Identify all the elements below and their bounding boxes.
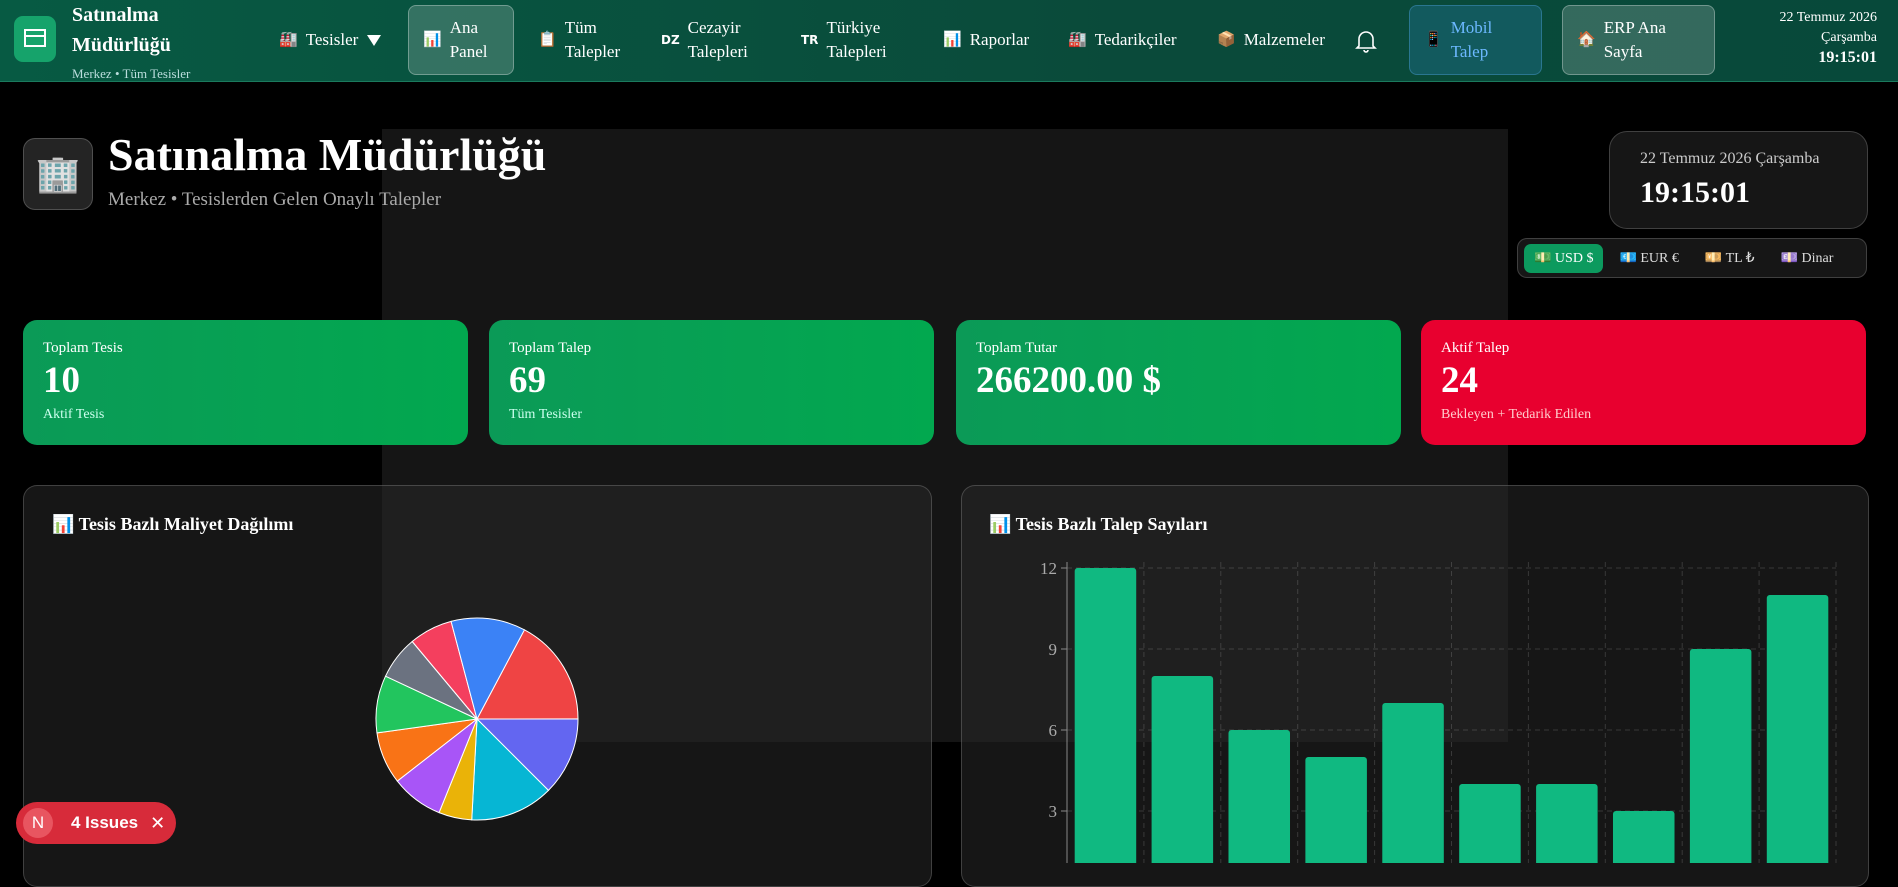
bar	[1689, 649, 1752, 863]
stat-value: 69	[509, 360, 546, 401]
bar	[1459, 784, 1521, 863]
currency-button[interactable]: 💵 USD $	[1524, 243, 1604, 273]
bar	[1612, 811, 1675, 863]
header-icon: 🏢	[23, 138, 93, 210]
label: Tedarikçiler	[1094, 30, 1177, 49]
close[interactable]: ✕	[150, 812, 166, 833]
nav-item[interactable]: 🏠 ERP Ana Sayfa	[1562, 5, 1715, 75]
issues-label: 4 Issues	[71, 813, 139, 832]
time: 19:15:01	[1818, 49, 1877, 66]
stat-card: Toplam Tutar 266200.00 $	[956, 320, 1401, 445]
nav-item[interactable]: 📊 Raporlar	[943, 5, 1029, 75]
label: Türkiye Talepleri	[826, 18, 887, 61]
caret	[367, 35, 382, 46]
icon: 📊	[943, 32, 962, 48]
page-title: Satınalma Müdürlüğü	[108, 129, 547, 180]
icon: 🏭	[279, 32, 298, 48]
currency-button[interactable]: 💷 Dinar	[1780, 250, 1834, 266]
brand-title: Satınalma Müdürlüğü	[72, 4, 171, 56]
label: Tesisler	[305, 30, 359, 49]
currency-button[interactable]: 💶 EUR €	[1619, 250, 1679, 266]
label: Ana Panel	[449, 18, 488, 61]
nav-item[interactable]: 📋 Tüm Talepler	[538, 5, 638, 75]
stat-card: Toplam Tesis 10 Aktif Tesis	[23, 320, 468, 445]
logo	[14, 16, 56, 62]
icon: DZ	[661, 33, 680, 47]
nav-item[interactable]: 📱 Mobil Talep	[1409, 5, 1542, 75]
stat-label: Aktif Talep	[1441, 340, 1510, 356]
stat-sub: Tüm Tesisler	[509, 407, 583, 422]
issues-icon: N	[23, 808, 53, 838]
brand-subtitle: Merkez • Tüm Tesisler	[72, 66, 191, 81]
stat-value: 24	[1441, 360, 1478, 401]
stat-value: 10	[43, 360, 80, 401]
nav-item[interactable]: 📊 Ana Panel	[408, 5, 514, 75]
icon: 🏭	[1068, 32, 1087, 48]
pie-slice	[476, 629, 579, 720]
chart-title: 📊 Tesis Bazlı Talep Sayıları	[989, 514, 1208, 534]
bar	[1228, 730, 1291, 863]
label: Malzemeler	[1243, 30, 1325, 49]
bar	[1382, 703, 1444, 863]
icon: TR	[801, 33, 819, 47]
bar	[1074, 568, 1137, 863]
bar	[1305, 757, 1367, 863]
currency-button[interactable]: 💴 TL ₺	[1704, 250, 1755, 266]
date-box: 22 Temmuz 2026 Çarşamba 19:15:01	[1609, 131, 1868, 229]
charts: 3 6 9 12	[375, 559, 1837, 863]
bar	[1151, 676, 1214, 863]
nav-item[interactable]: 🏭 Tesisler	[279, 5, 382, 75]
label: Raporlar	[969, 30, 1030, 49]
icon: 📊	[423, 32, 442, 48]
currency-switch: 💵 USD $ 💶 EUR € 💴 TL ₺ 💷 Dinar	[1517, 238, 1867, 278]
nav-item[interactable]: DZ Cezayir Talepleri	[661, 5, 781, 75]
pie-slice	[450, 617, 526, 721]
top-nav: Satınalma Müdürlüğü Merkez • Tüm Tesisle…	[0, 0, 1898, 82]
date: 22 Temmuz 2026	[1779, 10, 1877, 25]
y-tick-label: 6	[1049, 721, 1058, 740]
nav-datetime: 22 Temmuz 2026 Çarşamba 19:15:01	[1779, 8, 1877, 68]
label: Mobil Talep	[1450, 18, 1493, 61]
icon: 📦	[1217, 32, 1236, 48]
stat-label: Toplam Tutar	[976, 340, 1058, 356]
icon: 📋	[538, 32, 557, 48]
y-tick-label: 9	[1049, 640, 1058, 659]
label: Cezayir Talepleri	[687, 18, 748, 61]
y-tick-label: 3	[1049, 802, 1058, 821]
icon: 🏠	[1577, 32, 1596, 48]
nav-item[interactable]: TR Türkiye Talepleri	[801, 5, 911, 75]
bar	[1536, 784, 1598, 863]
page-subtitle: Merkez • Tesislerden Gelen Onaylı Talepl…	[108, 189, 442, 210]
y-tick-label: 12	[1040, 559, 1057, 578]
stat-value: 266200.00 $	[976, 360, 1161, 401]
chart-title: 📊 Tesis Bazlı Maliyet Dağılımı	[52, 514, 294, 534]
stat-label: Toplam Tesis	[43, 340, 123, 356]
pie-slice	[475, 718, 579, 792]
pie-slice	[471, 717, 550, 821]
stat-sub: Aktif Tesis	[43, 407, 105, 422]
nav-item[interactable]: 📦 Malzemeler	[1217, 5, 1325, 75]
date: 22 Temmuz 2026 Çarşamba	[1640, 150, 1820, 167]
time: 19:15:01	[1640, 176, 1750, 209]
bar	[1766, 595, 1829, 863]
issues-badge[interactable]: N 4 Issues ✕	[16, 802, 176, 844]
label: Tüm Talepler	[564, 18, 621, 61]
stat-card: Toplam Talep 69 Tüm Tesisler	[489, 320, 934, 445]
day: Çarşamba	[1821, 30, 1877, 45]
stat-card: Aktif Talep 24 Bekleyen + Tedarik Edilen	[1421, 320, 1866, 445]
stat-label: Toplam Talep	[509, 340, 592, 356]
bell[interactable]	[1355, 29, 1377, 53]
stat-sub: Bekleyen + Tedarik Edilen	[1441, 407, 1592, 422]
nav-item[interactable]: 🏭 Tedarikçiler	[1068, 5, 1177, 75]
label: ERP Ana Sayfa	[1603, 18, 1666, 61]
icon: 📱	[1424, 32, 1443, 48]
